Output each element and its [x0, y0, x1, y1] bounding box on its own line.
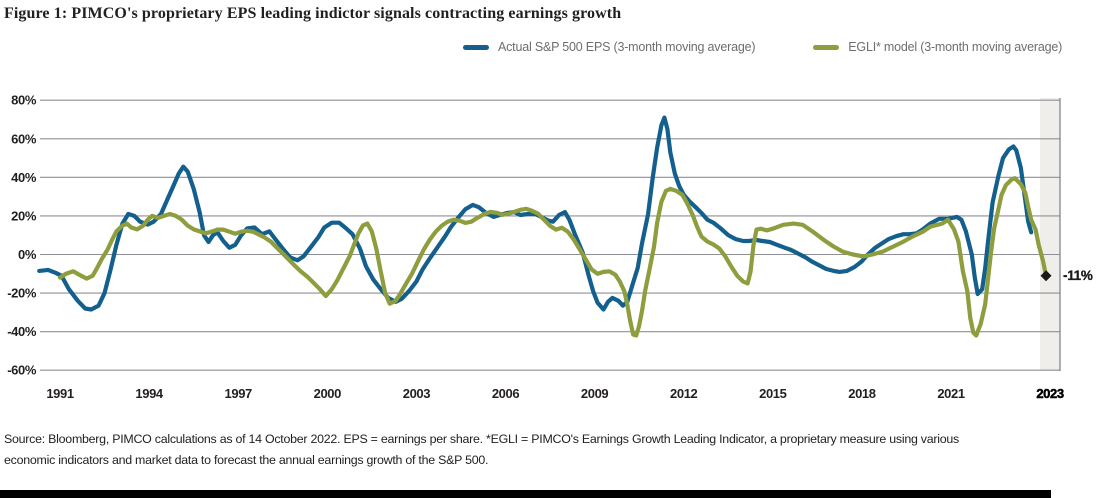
y-tick-label: 0%	[18, 247, 37, 262]
footer-bar	[0, 490, 1051, 498]
y-tick-label: -40%	[7, 324, 37, 339]
y-tick-label: 40%	[11, 170, 37, 185]
forecast-value-label: -11%	[1063, 268, 1093, 283]
x-tick-label: 2000	[314, 386, 341, 401]
legend-label: Actual S&P 500 EPS (3-month moving avera…	[498, 40, 756, 54]
source-line-1: Source: Bloomberg, PIMCO calculations as…	[4, 432, 960, 446]
x-tick-label: 1994	[135, 386, 163, 401]
y-tick-label: -60%	[7, 363, 37, 378]
source-note: Source: Bloomberg, PIMCO calculations as…	[4, 429, 1096, 471]
x-tick-label: 2012	[670, 386, 697, 401]
x-tick-label: 2009	[581, 386, 608, 401]
x-tick-label: 1997	[225, 386, 252, 401]
legend-item-egli-model: EGLI* model (3-month moving average)	[813, 40, 1062, 54]
forecast-band	[1040, 98, 1060, 371]
y-tick-label: 60%	[11, 131, 37, 146]
x-tick-label: 2018	[848, 386, 875, 401]
x-tick-label: 2021	[937, 386, 964, 401]
x-tick-label: 2003	[403, 386, 430, 401]
x-tick-label: 2015	[759, 386, 786, 401]
chart-legend: Actual S&P 500 EPS (3-month moving avera…	[463, 40, 1062, 54]
egli-model-line-swatch	[813, 44, 840, 50]
actual-eps-line-swatch	[463, 44, 489, 50]
egli-model-line	[57, 176, 1049, 338]
legend-label: EGLI* model (3-month moving average)	[848, 40, 1063, 54]
y-tick-label: 20%	[11, 208, 37, 223]
legend-item-actual-eps: Actual S&P 500 EPS (3-month moving avera…	[463, 40, 755, 54]
x-tick-label: 2023	[1036, 386, 1063, 401]
x-tick-label: 1991	[46, 386, 73, 401]
x-tick-label: 2006	[492, 386, 519, 401]
y-tick-label: -20%	[7, 286, 37, 301]
actual-eps-line	[37, 115, 1034, 312]
source-line-2: economic indicators and market data to f…	[4, 453, 489, 467]
figure-title: Figure 1: PIMCO's proprietary EPS leadin…	[4, 5, 622, 22]
forecast-diamond-marker	[1040, 270, 1052, 282]
y-tick-label: 80%	[11, 93, 37, 108]
